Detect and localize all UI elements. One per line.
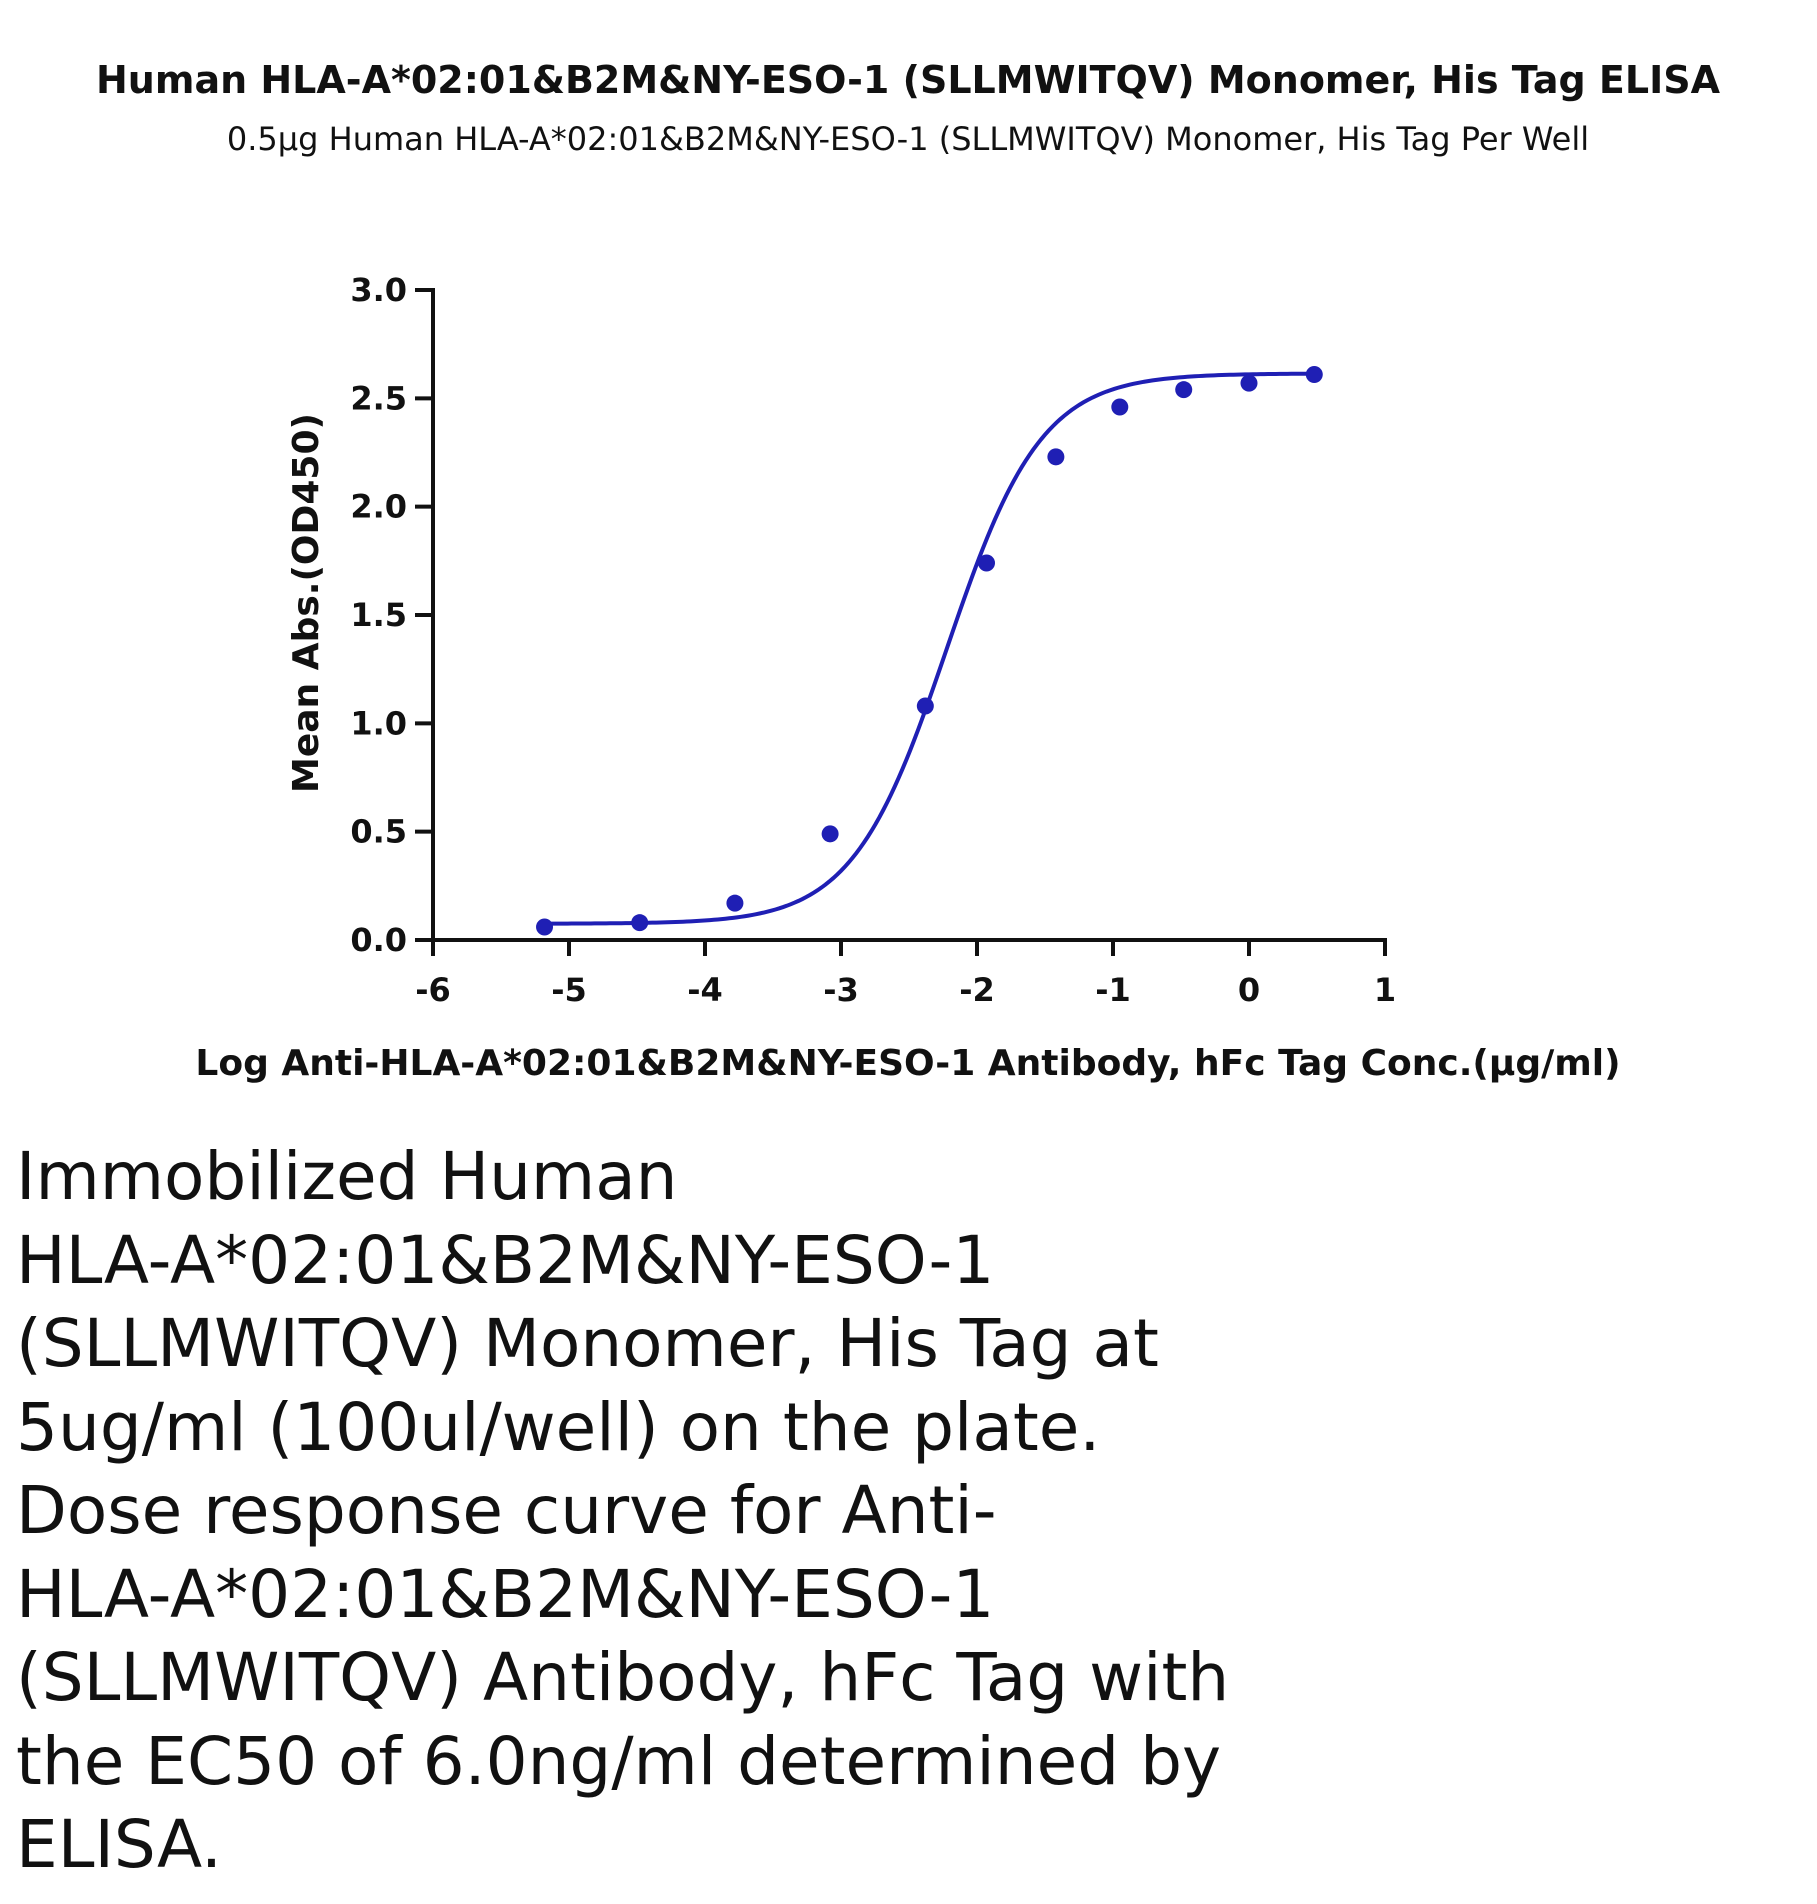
x-tick-label: 1: [1374, 971, 1396, 1009]
x-tick-label: -2: [959, 971, 995, 1009]
data-point: [536, 918, 554, 936]
chart-subtitle: 0.5μg Human HLA-A*02:01&B2M&NY-ESO-1 (SL…: [227, 120, 1589, 158]
fit-curve: [544, 371, 1315, 926]
x-axis-ticks: -6 -5 -4 -3 -2 -1 0 1: [415, 940, 1396, 1009]
data-point: [1305, 366, 1323, 383]
x-tick-label: -4: [687, 971, 723, 1009]
data-point: [1175, 381, 1193, 399]
y-tick-label: 1.0: [350, 704, 407, 742]
x-tick-label: -3: [823, 971, 859, 1009]
y-tick-label: 2.0: [350, 488, 407, 526]
data-point: [726, 894, 744, 912]
caption-text: Immobilized Human HLA-A*02:01&B2M&NY-ESO…: [16, 1138, 1230, 1883]
y-tick-label: 0.0: [350, 921, 407, 959]
data-point: [916, 697, 934, 715]
y-tick-label: 2.5: [350, 379, 407, 417]
x-tick-label: 0: [1238, 971, 1260, 1009]
x-axis-label: Log Anti-HLA-A*02:01&B2M&NY-ESO-1 Antibo…: [195, 1043, 1620, 1084]
y-tick-label: 3.0: [350, 271, 407, 309]
chart-title: Human HLA-A*02:01&B2M&NY-ESO-1 (SLLMWITQ…: [96, 58, 1721, 102]
elisa-chart: Human HLA-A*02:01&B2M&NY-ESO-1 (SLLMWITQ…: [96, 58, 1721, 1084]
data-points: [536, 366, 1323, 936]
y-tick-label: 1.5: [350, 596, 407, 634]
y-axis-label: Mean Abs.(OD450): [286, 413, 327, 793]
data-point: [631, 914, 649, 932]
data-point: [1240, 374, 1258, 392]
data-point: [1047, 448, 1065, 466]
y-axis-ticks: 0.0 0.5 1.0 1.5 2.0 2.5 3.0: [350, 271, 433, 959]
x-tick-label: -6: [415, 971, 451, 1009]
y-tick-label: 0.5: [350, 813, 407, 851]
x-tick-label: -5: [551, 971, 587, 1009]
x-tick-label: -1: [1095, 971, 1131, 1009]
data-point: [978, 554, 996, 572]
data-point: [821, 825, 839, 843]
data-point: [1111, 398, 1129, 416]
